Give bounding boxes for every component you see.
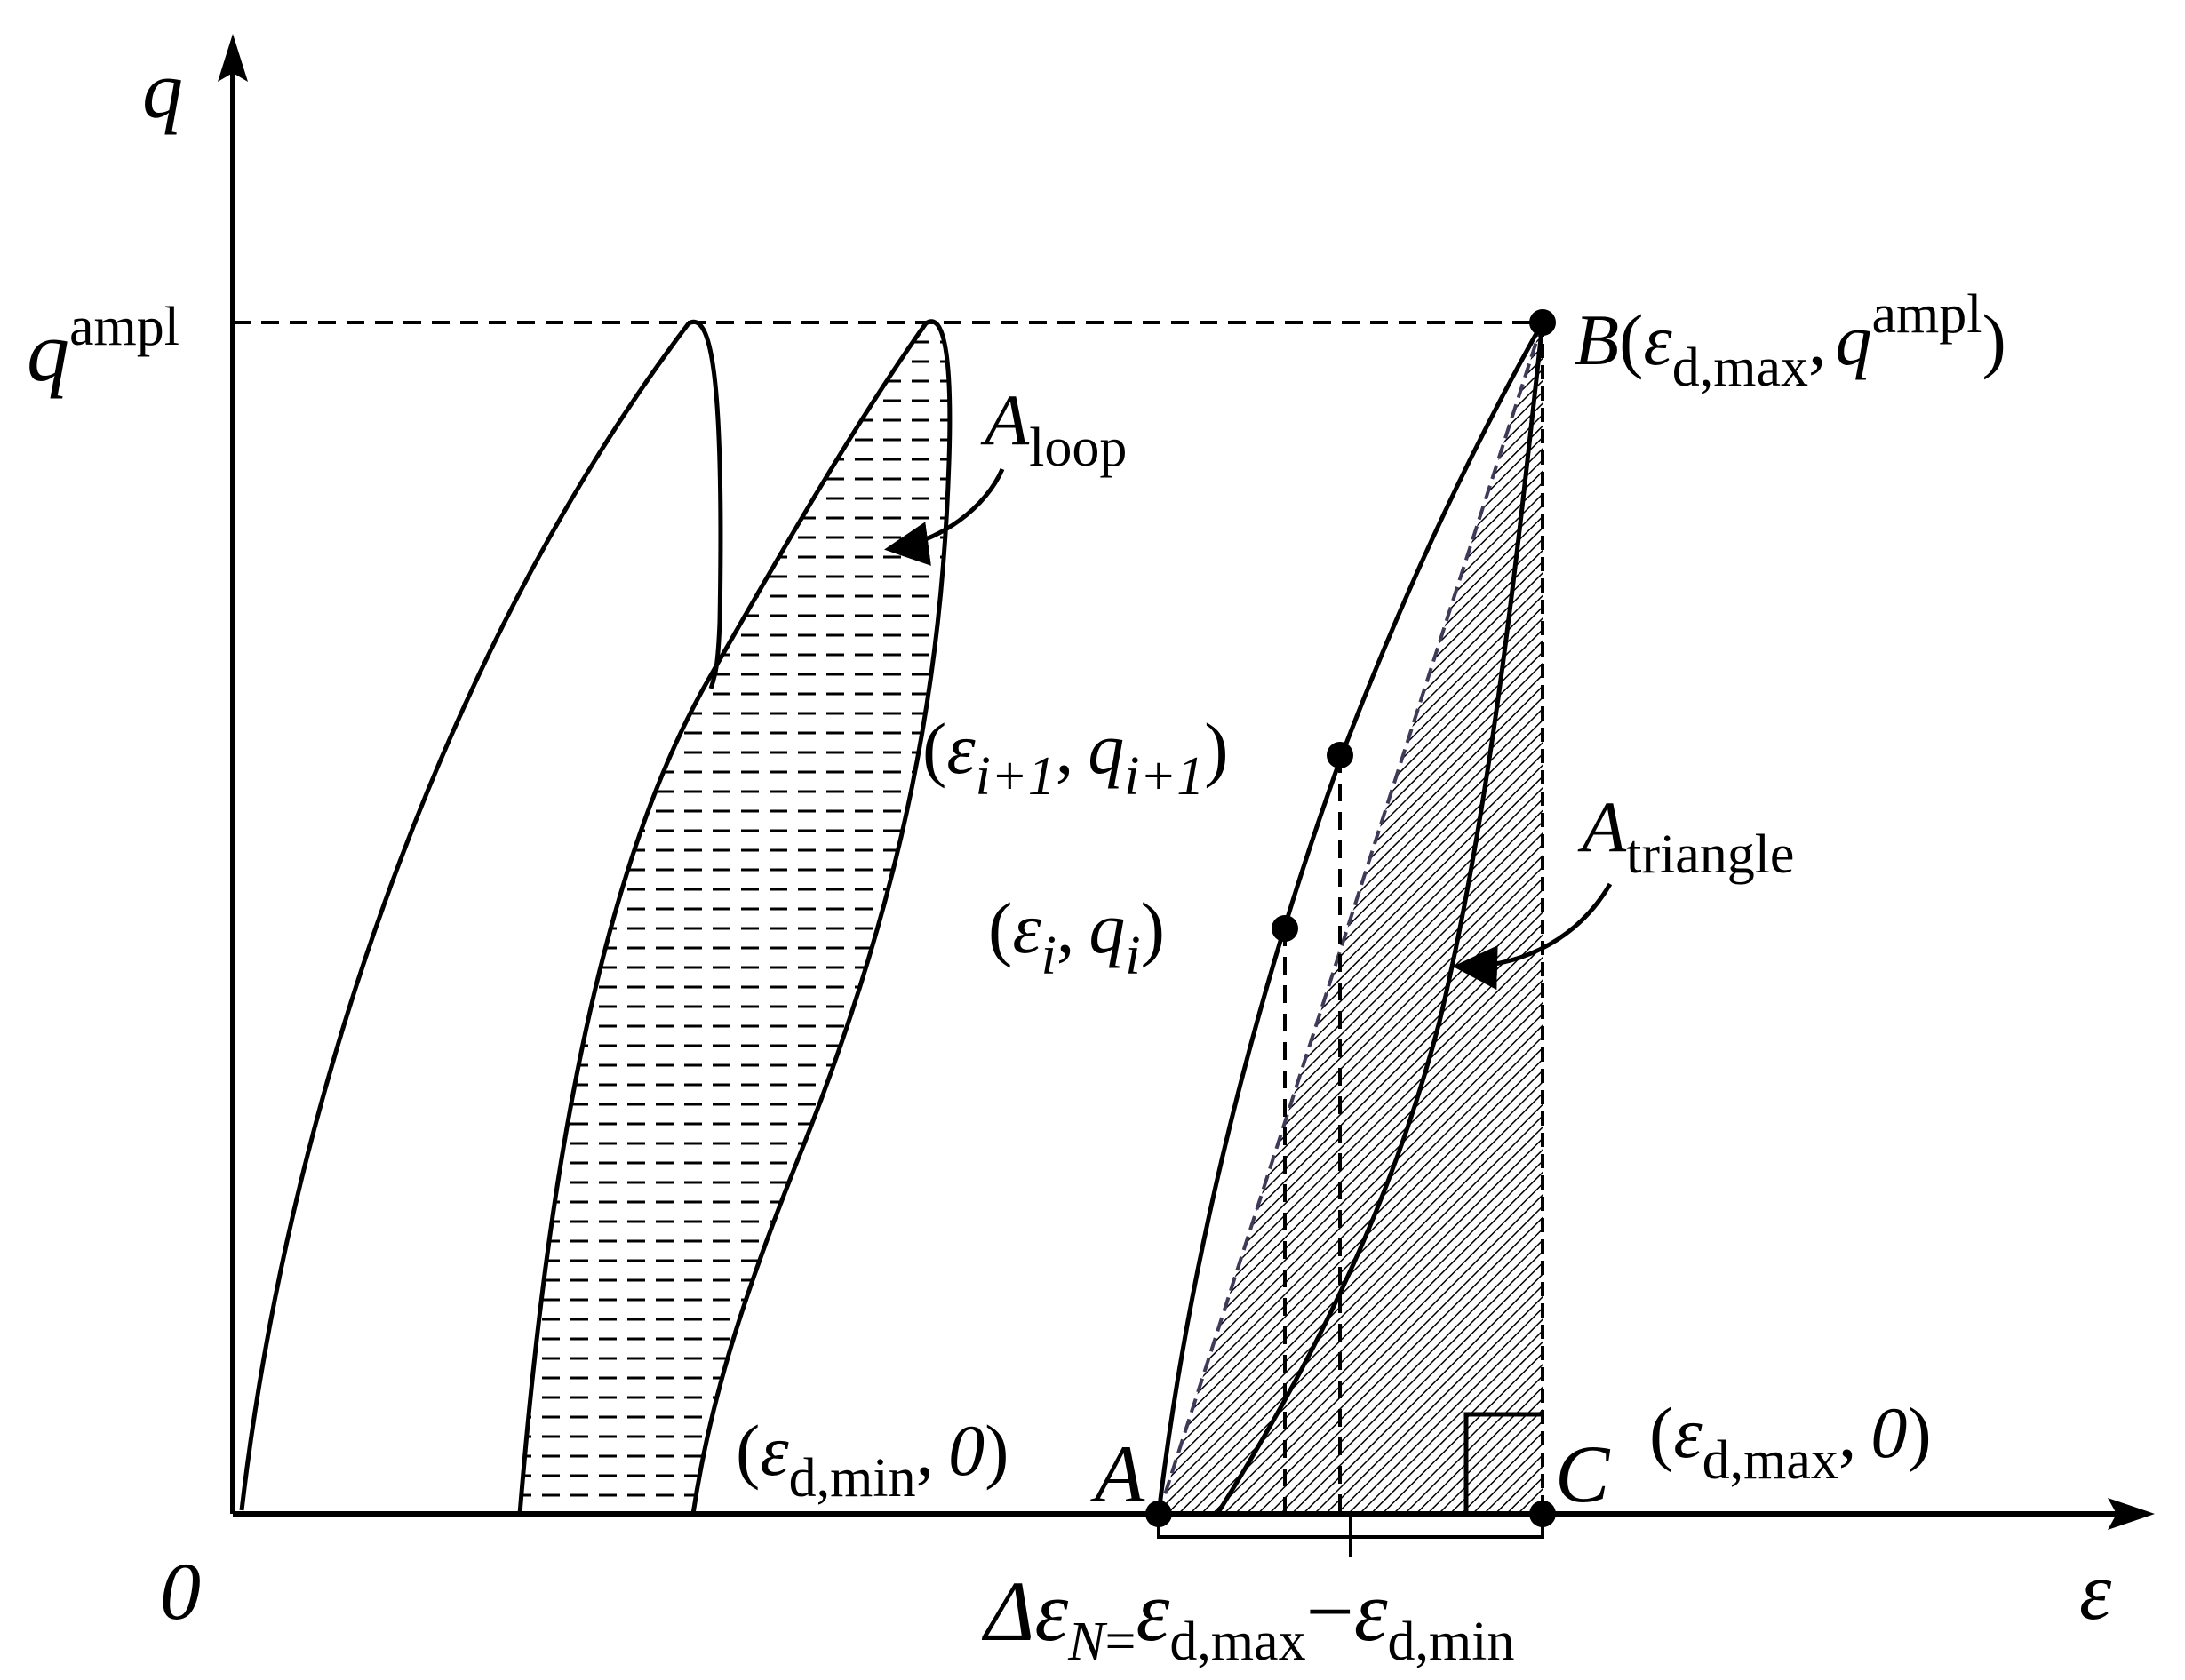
origin-label: 0 (160, 1546, 201, 1636)
x-axis-label: ε (2079, 1546, 2112, 1636)
point-b-dot (1529, 309, 1556, 336)
a-triangle-label: Atriangle (1577, 786, 1794, 885)
loop-1-curve (239, 319, 723, 1511)
point-c-dot (1529, 1501, 1556, 1527)
right-angle-marker (1463, 1412, 1543, 1514)
point-i-dot (1272, 915, 1298, 942)
loop-2-fill (517, 319, 953, 1517)
point-a-coord-label: (εd,min, 0) (736, 1410, 1009, 1509)
delta-epsilon-label: ΔεN=εd,max−εd,min (981, 1564, 1515, 1672)
a-loop-label: Aloop (980, 379, 1127, 478)
point-a-letter: A (1089, 1429, 1145, 1519)
q-ampl-label: qampl (27, 297, 179, 399)
point-i-label: (εi, qi) (988, 888, 1165, 986)
point-i1-label: (εi+1, qi+1) (922, 708, 1229, 807)
loop-3-lower-curve (1215, 322, 1545, 1516)
point-c-letter: C (1555, 1429, 1611, 1519)
loop-3-upper-curve (1156, 321, 1545, 1515)
a-loop-arrow (884, 468, 1005, 566)
triangle-hypotenuse (1157, 322, 1544, 1515)
point-i1-dot (1327, 742, 1353, 768)
point-a-dot (1145, 1501, 1172, 1527)
y-axis-label: q (142, 44, 183, 135)
y-axis-arrowhead (218, 34, 248, 82)
x-axis-arrowhead (2108, 1498, 2155, 1530)
point-b-label: B(εd,max, qampl) (1575, 284, 2006, 398)
point-c-coord-label: (εd,max, 0) (1649, 1392, 1932, 1491)
a-triangle-arrow (1453, 882, 1613, 991)
